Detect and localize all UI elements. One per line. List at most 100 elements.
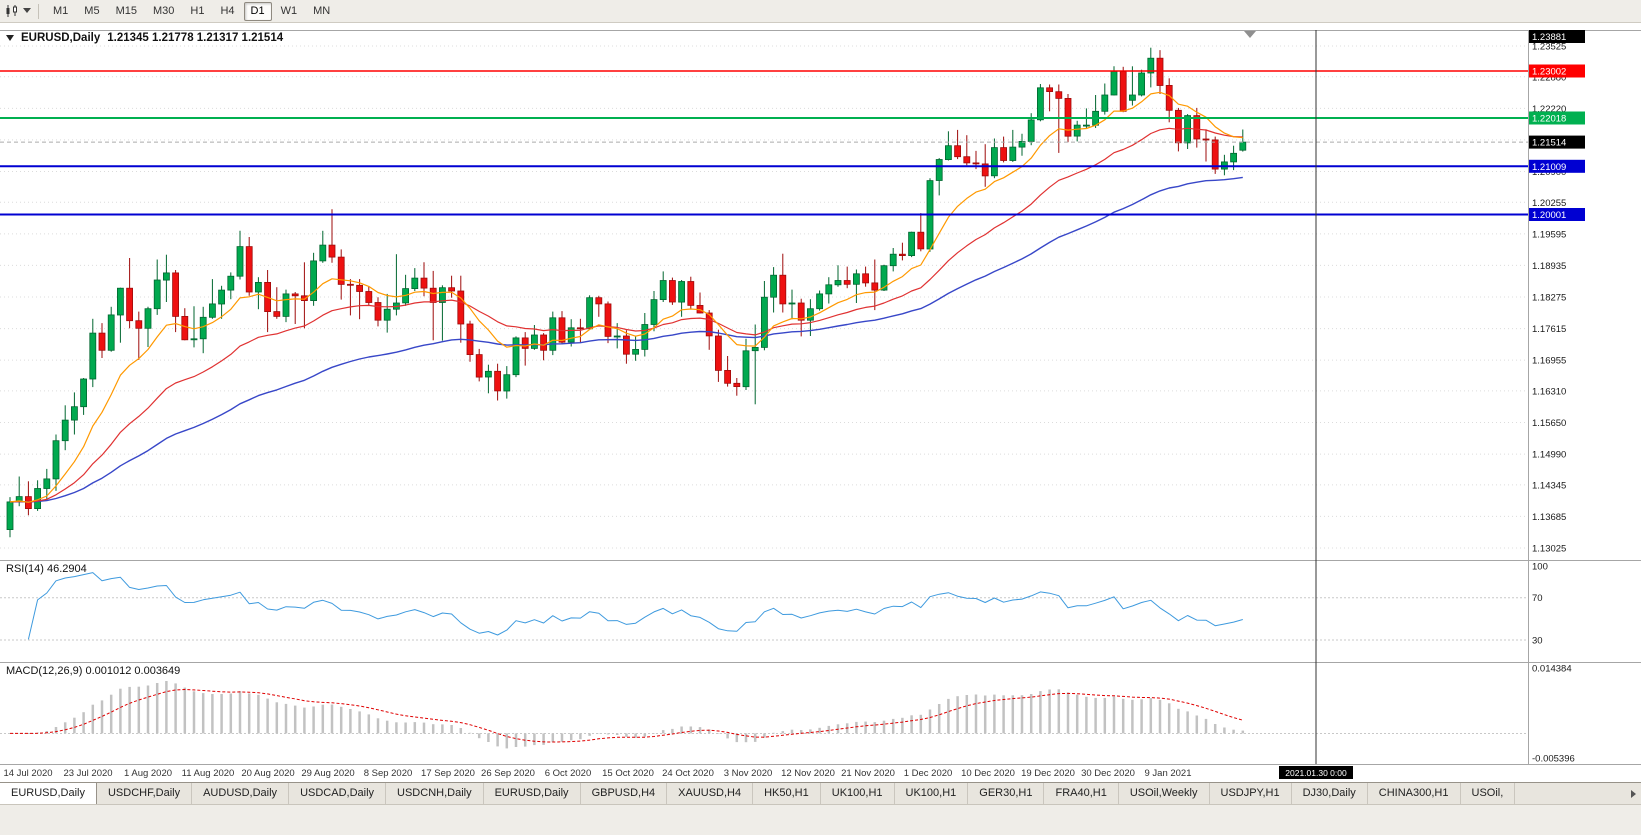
svg-text:1.13685: 1.13685 — [1532, 512, 1566, 523]
svg-text:6 Oct 2020: 6 Oct 2020 — [545, 768, 591, 779]
svg-text:1.22880: 1.22880 — [1532, 72, 1566, 83]
svg-text:9 Jan 2021: 9 Jan 2021 — [1144, 768, 1191, 779]
macd-signal-line — [10, 689, 1243, 743]
timeframe-button-group: M1 M5 M15 M30 H1 H4 D1 W1 MN — [45, 1, 338, 21]
level-price-badge: 1.21009 — [1529, 159, 1585, 173]
timeframe-button-w1[interactable]: W1 — [280, 4, 298, 17]
level-price-badge: 1.20001 — [1529, 208, 1585, 221]
svg-text:3 Nov 2020: 3 Nov 2020 — [724, 768, 773, 779]
chart-tab-usdjpy-h1[interactable]: USDJPY,H1 — [1210, 783, 1292, 804]
chart-tab-usdcad-daily[interactable]: USDCAD,Daily — [289, 783, 387, 804]
svg-text:17 Sep 2020: 17 Sep 2020 — [421, 768, 475, 779]
macd-indicator-label: MACD(12,26,9) 0.001012 0.003649 — [6, 665, 181, 677]
svg-text:100: 100 — [1532, 562, 1548, 573]
timeframe-button-mn[interactable]: MN — [313, 4, 331, 17]
timeframe-button-m1[interactable]: M1 — [53, 4, 69, 17]
svg-text:1.14990: 1.14990 — [1532, 450, 1566, 461]
chart-tab-ger30-h1[interactable]: GER30,H1 — [968, 783, 1045, 804]
chart-tab-usoil-weekly[interactable]: USOil,Weekly — [1119, 783, 1210, 804]
high-price-badge: 1.23881 — [1529, 30, 1585, 43]
svg-text:30 Dec 2020: 30 Dec 2020 — [1081, 768, 1135, 779]
svg-text:14 Jul 2020: 14 Jul 2020 — [3, 768, 52, 779]
timeframe-button-d1[interactable]: D1 — [243, 1, 272, 21]
chart-tab-eurusd-daily[interactable]: EURUSD,Daily — [0, 783, 97, 804]
chart-tab-uk100-h1[interactable]: UK100,H1 — [821, 783, 895, 804]
chart-tab-usdcnh-daily[interactable]: USDCNH,Daily — [386, 783, 484, 804]
timeframe-button-m15[interactable]: M15 — [115, 4, 137, 17]
svg-text:11 Aug 2020: 11 Aug 2020 — [182, 768, 235, 779]
chart-title-overlay: EURUSD,Daily 1.21345 1.21778 1.21317 1.2… — [6, 32, 283, 44]
svg-text:1 Dec 2020: 1 Dec 2020 — [904, 768, 953, 779]
svg-text:1.18935: 1.18935 — [1532, 261, 1566, 272]
svg-text:1.15650: 1.15650 — [1532, 418, 1566, 429]
main-toolbar: M1 M5 M15 M30 H1 H4 D1 W1 MN — [0, 0, 1641, 23]
svg-text:10 Dec 2020: 10 Dec 2020 — [961, 768, 1015, 779]
horizontal-level-lines — [0, 70, 1528, 216]
one-click-trading-toggle[interactable] — [6, 35, 14, 41]
chart-tab-eurusd-daily[interactable]: EURUSD,Daily — [484, 783, 581, 804]
rsi-indicator-label: RSI(14) 46.2904 — [6, 563, 87, 575]
timeframe-button-h1[interactable]: H1 — [190, 4, 205, 17]
svg-text:1.14345: 1.14345 — [1532, 480, 1566, 491]
timeframe-button-m5[interactable]: M5 — [84, 4, 100, 17]
macd-histogram — [17, 681, 1245, 749]
svg-text:1.21009: 1.21009 — [1532, 162, 1566, 173]
chart-shift-marker — [1244, 31, 1256, 38]
svg-text:20 Aug 2020: 20 Aug 2020 — [241, 768, 294, 779]
ma-fast-line — [9, 91, 1243, 503]
timeframe-button-h4[interactable]: H4 — [220, 4, 235, 17]
timeframe-button-m30[interactable]: M30 — [152, 4, 175, 17]
svg-text:1 Aug 2020: 1 Aug 2020 — [124, 768, 172, 779]
svg-text:70: 70 — [1532, 593, 1543, 604]
svg-text:24 Oct 2020: 24 Oct 2020 — [662, 768, 714, 779]
chart-tab-usdchf-daily[interactable]: USDCHF,Daily — [97, 783, 193, 804]
level-price-badge: 1.23002 — [1529, 64, 1585, 78]
svg-text:30: 30 — [1532, 636, 1543, 647]
chart-canvas[interactable]: 1.235251.228801.222201.215601.209001.202… — [0, 0, 1641, 783]
svg-text:1.21514: 1.21514 — [1532, 138, 1566, 149]
svg-text:2021.01.30 0:00: 2021.01.30 0:00 — [1285, 768, 1347, 778]
chart-tab-audusd-daily[interactable]: AUDUSD,Daily — [192, 783, 290, 804]
svg-text:1.22018: 1.22018 — [1532, 114, 1566, 125]
event-date-tooltip: 2021.01.30 0:00 — [1279, 766, 1353, 779]
chart-tab-gbpusd-h4[interactable]: GBPUSD,H4 — [581, 783, 668, 804]
level-price-badge: 1.22018 — [1529, 111, 1585, 125]
svg-text:23 Jul 2020: 23 Jul 2020 — [63, 768, 112, 779]
svg-text:1.20255: 1.20255 — [1532, 198, 1566, 209]
svg-text:1.16310: 1.16310 — [1532, 386, 1566, 397]
svg-text:26 Sep 2020: 26 Sep 2020 — [481, 768, 535, 779]
chart-tab-xauusd-h4[interactable]: XAUUSD,H4 — [667, 783, 754, 804]
chart-tab-uk100-h1[interactable]: UK100,H1 — [895, 783, 969, 804]
time-axis: 14 Jul 2020 23 Jul 2020 1 Aug 2020 11 Aug 2… — [3, 768, 1191, 779]
chart-tabs: EURUSD,Daily USDCHF,Daily AUDUSD,Daily USDC… — [0, 783, 1628, 804]
chart-tab-bar: EURUSD,Daily USDCHF,Daily AUDUSD,Daily USDC… — [0, 782, 1641, 804]
svg-text:0.014384: 0.014384 — [1532, 664, 1572, 675]
chart-type-candlestick-icon[interactable] — [4, 2, 20, 20]
chart-tab-dj30-daily[interactable]: DJ30,Daily — [1292, 783, 1368, 804]
chart-symbol-label: EURUSD,Daily — [21, 32, 101, 44]
macd-scale: 0.014384 -0.005396 — [1532, 664, 1575, 765]
chart-ohlc-values: 1.21345 1.21778 1.21317 1.21514 — [107, 32, 284, 44]
ma-mid-line — [9, 127, 1243, 503]
ma-slow-line — [9, 176, 1243, 503]
chart-tab-hk50-h1[interactable]: HK50,H1 — [753, 783, 821, 804]
pane-borders — [0, 30, 1641, 765]
svg-text:19 Dec 2020: 19 Dec 2020 — [1021, 768, 1075, 779]
svg-text:1.22220: 1.22220 — [1532, 104, 1566, 115]
toolbar-separator — [38, 3, 39, 19]
tab-scroll-right-icon[interactable] — [1631, 789, 1636, 798]
svg-text:1.23525: 1.23525 — [1532, 42, 1566, 53]
chart-tab-fra40-h1[interactable]: FRA40,H1 — [1044, 783, 1119, 804]
svg-text:1.16955: 1.16955 — [1532, 356, 1566, 367]
svg-text:1.13025: 1.13025 — [1532, 544, 1566, 555]
svg-text:1.17615: 1.17615 — [1532, 324, 1566, 335]
chart-background — [0, 23, 1641, 783]
chart-type-dropdown-caret-icon[interactable] — [20, 8, 34, 14]
svg-text:12 Nov 2020: 12 Nov 2020 — [781, 768, 835, 779]
chart-tab-china300-h1[interactable]: CHINA300,H1 — [1368, 783, 1461, 804]
svg-text:1.18275: 1.18275 — [1532, 293, 1566, 304]
chart-tab-usoil-[interactable]: USOil, — [1461, 783, 1516, 804]
svg-text:21 Nov 2020: 21 Nov 2020 — [841, 768, 895, 779]
svg-text:1.23002: 1.23002 — [1532, 67, 1566, 78]
